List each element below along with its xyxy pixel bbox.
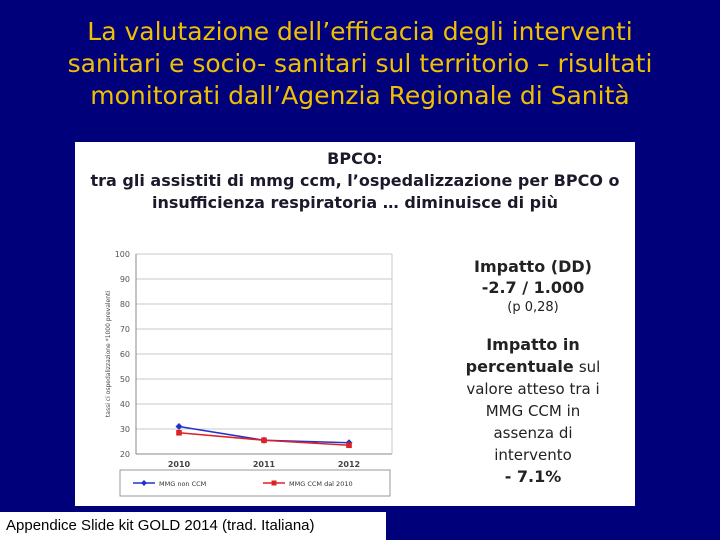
y-tick-label: 80 xyxy=(120,300,130,309)
y-tick-label: 60 xyxy=(120,350,130,359)
y-tick-label: 40 xyxy=(120,400,130,409)
pct-text-line-4: intervento xyxy=(494,446,572,464)
impact-value: -2.7 / 1.000 xyxy=(481,278,585,297)
legend-label: MMG non CCM xyxy=(159,480,206,488)
slide-title-line-3: monitorati dall’Agenzia Regionale di San… xyxy=(90,81,630,110)
legend-swatch-marker xyxy=(141,480,147,486)
chart-heading: BPCO: tra gli assistiti di mmg ccm, l’os… xyxy=(75,148,635,214)
pct-value: - 7.1% xyxy=(504,467,562,486)
chart-heading-line-3: insufficienza respiratoria … diminuisce … xyxy=(152,193,558,212)
legend-box xyxy=(119,469,391,497)
pct-title-line-1: Impatto in xyxy=(486,335,580,354)
pct-text-line-3: assenza di xyxy=(493,424,573,442)
impact-box: Impatto (DD) -2.7 / 1.000 (p 0,28) Impat… xyxy=(433,256,633,488)
x-tick-label: 2010 xyxy=(168,460,191,469)
data-point xyxy=(346,442,352,449)
legend-swatch-marker xyxy=(271,480,277,486)
y-tick-label: 100 xyxy=(115,250,130,259)
data-point xyxy=(261,437,267,444)
y-axis-label: tassi ci ospedalizzazione *1000 prevalen… xyxy=(105,291,112,417)
chart-heading-line-2: tra gli assistiti di mmg ccm, l’ospedali… xyxy=(90,171,620,190)
slide-title: La valutazione dell’efficacia degli inte… xyxy=(10,16,710,112)
impact-title: Impatto (DD) xyxy=(474,257,592,276)
y-tick-label: 20 xyxy=(120,450,130,459)
x-tick-label: 2011 xyxy=(253,460,276,469)
pct-text-sul: sul xyxy=(578,358,601,376)
chart-panel: BPCO: tra gli assistiti di mmg ccm, l’os… xyxy=(75,142,635,506)
impact-p-value: (p 0,28) xyxy=(507,300,559,315)
data-point xyxy=(176,429,182,436)
line-chart: 20 30 40 50 60 70 80 90 100 2010 2011 2012 tassi ci … xyxy=(105,250,393,497)
y-tick-label: 90 xyxy=(120,275,130,284)
chart-heading-line-1: BPCO: xyxy=(327,149,383,168)
pct-title-line-2: percentuale xyxy=(465,357,574,376)
footer-caption: Appendice Slide kit GOLD 2014 (trad. Ita… xyxy=(0,512,386,540)
legend-label: MMG CCM dal 2010 xyxy=(289,480,353,488)
y-tick-label: 70 xyxy=(120,325,130,334)
slide-title-line-1: La valutazione dell’efficacia degli inte… xyxy=(87,17,633,46)
pct-text-line-2: MMG CCM in xyxy=(485,402,581,420)
data-point xyxy=(175,423,183,430)
y-tick-label: 30 xyxy=(120,425,130,434)
y-tick-label: 50 xyxy=(120,375,130,384)
x-tick-label: 2012 xyxy=(338,460,360,469)
pct-text-line-1: valore atteso tra i xyxy=(466,380,600,398)
slide-title-line-2: sanitari e socio- sanitari sul territori… xyxy=(67,49,653,78)
pct-title-line-2-wrap: percentuale sul xyxy=(433,356,633,378)
